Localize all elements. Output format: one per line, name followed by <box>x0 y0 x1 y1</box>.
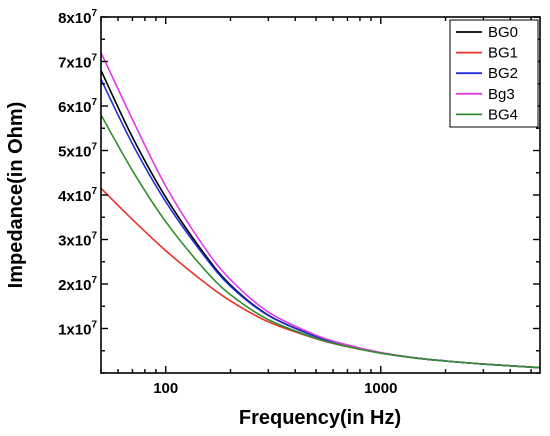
legend-label-bg4: BG4 <box>488 106 518 123</box>
series-layer <box>100 52 541 369</box>
legend-label-bg3: Bg3 <box>488 86 515 103</box>
legend-label-bg0: BG0 <box>488 24 518 41</box>
x-tick-label: 100 <box>153 380 178 397</box>
legend-label-bg2: BG2 <box>488 65 518 82</box>
x-tick-label: 1000 <box>364 380 397 397</box>
y-axis-title: Impedance(in Ohm) <box>5 102 27 289</box>
y-tick-label: 4x107 <box>58 186 97 205</box>
y-tick-label: 3x107 <box>58 231 97 250</box>
series-line-bg4 <box>100 114 541 369</box>
y-tick-label: 6x107 <box>58 97 97 116</box>
y-tick-label: 5x107 <box>58 142 97 161</box>
legend: BG0 BG1 BG2 Bg3 BG4 <box>449 19 539 128</box>
series-line-bg1 <box>100 187 541 369</box>
y-tick-label: 7x107 <box>58 53 97 72</box>
y-tick-label: 2x107 <box>58 275 97 294</box>
ticks-layer: 1x107 2x107 3x107 4x107 5x107 6x107 7x107 8x107… <box>58 8 540 397</box>
x-axis-title: Frequency(in Hz) <box>239 407 401 429</box>
y-tick-label: 8x107 <box>58 8 97 27</box>
legend-label-bg1: BG1 <box>488 45 518 62</box>
y-tick-label: 1x107 <box>58 320 97 339</box>
